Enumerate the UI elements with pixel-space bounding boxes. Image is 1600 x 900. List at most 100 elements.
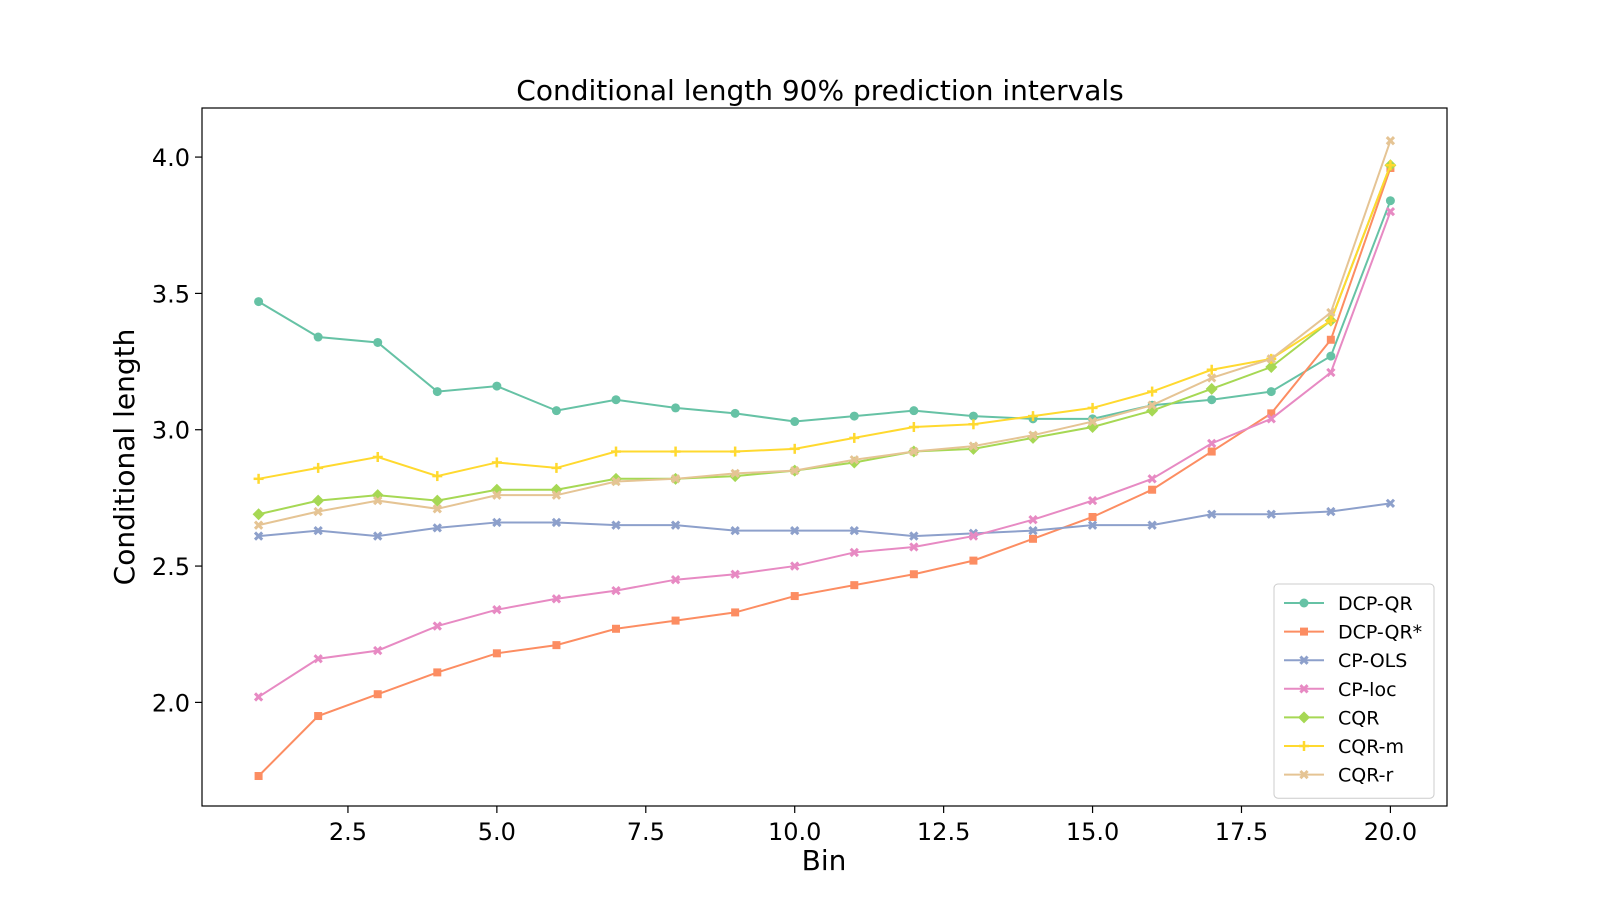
data-point-cp-loc	[909, 542, 919, 552]
data-point-cp-ols	[313, 525, 323, 536]
legend-item-cqr-m: CQR-m	[1284, 736, 1404, 758]
data-point-cqr-r	[551, 490, 562, 500]
data-point-cp-ols	[1147, 520, 1157, 530]
data-point-cqr-r	[1147, 400, 1157, 410]
y-tick-label: 3.0	[152, 417, 190, 445]
data-point-cp-ols	[670, 520, 681, 530]
data-point-cp-ols	[1028, 525, 1038, 536]
data-point-dcp-qr-star	[1207, 447, 1216, 456]
data-point-cp-ols	[1207, 509, 1217, 519]
legend-label: CQR-r	[1338, 765, 1394, 787]
data-point-dcp-qr	[909, 406, 919, 416]
data-point-cqr-m	[1087, 402, 1098, 413]
data-point-dcp-qr-star	[969, 556, 978, 565]
x-tick-label: 2.5	[329, 818, 367, 846]
data-point-dcp-qr	[1326, 351, 1336, 361]
data-point-dcp-qr-star	[254, 772, 263, 781]
data-point-cqr-r	[432, 504, 442, 514]
series-cp-ols	[253, 498, 1396, 541]
data-point-cp-loc	[432, 621, 442, 631]
y-axis-title: Conditional length	[108, 329, 141, 586]
data-point-cqr-m	[789, 443, 800, 454]
data-point-dcp-qr-star	[492, 649, 501, 658]
data-point-cqr-r	[1028, 430, 1038, 440]
data-point-cp-loc	[1028, 515, 1038, 525]
data-point-dcp-qr-star	[790, 592, 799, 601]
data-point-cp-loc	[849, 547, 859, 558]
data-point-dcp-qr	[551, 406, 561, 416]
legend-label: CP-OLS	[1338, 650, 1407, 672]
data-point-dcp-qr	[492, 381, 502, 391]
data-point-cp-loc	[790, 561, 800, 571]
data-point-cp-loc	[313, 654, 323, 664]
data-point-cqr-r	[492, 490, 502, 500]
data-point-cqr	[1265, 361, 1278, 374]
legend-label: CP-loc	[1338, 679, 1397, 701]
legend-label: DCP-QR*	[1338, 622, 1422, 644]
data-point-dcp-qr-star	[552, 641, 561, 650]
data-point-cqr-m	[372, 452, 383, 462]
data-point-cqr-m	[551, 462, 562, 473]
data-point-cqr-r	[373, 495, 383, 506]
data-point-cp-ols	[253, 531, 264, 541]
x-tick-label: 5.0	[478, 818, 516, 846]
data-point-dcp-qr-star	[1148, 485, 1157, 494]
data-point-dcp-qr	[790, 417, 800, 427]
data-point-cp-loc	[492, 605, 502, 615]
y-tick-label: 2.5	[152, 553, 190, 581]
data-point-cqr-m	[1147, 386, 1158, 397]
data-point-cqr-m	[611, 446, 622, 457]
data-point-cqr-r	[1266, 354, 1276, 364]
data-point-cqr	[252, 508, 265, 521]
x-tick-label: 10.0	[768, 818, 821, 846]
legend: DCP-QR DCP-QR* CP-OLS CP-loc CQR CQR-m CQR-r	[1273, 583, 1435, 799]
y-axis: 2.0 2.5 3.0 3.5 4.0	[152, 144, 202, 717]
data-point-dcp-qr-star	[850, 581, 859, 590]
data-point-cqr-r	[253, 520, 264, 530]
data-point-cqr-r	[670, 474, 681, 484]
data-point-cqr-m	[432, 471, 443, 482]
data-point-cqr-m	[1325, 315, 1336, 326]
y-tick-label: 3.5	[152, 280, 190, 308]
data-point-dcp-qr	[373, 337, 383, 347]
data-point-cqr	[312, 494, 325, 507]
data-point-cqr-m	[491, 457, 502, 468]
data-point-dcp-qr-star	[1267, 409, 1276, 418]
data-point-cqr	[431, 494, 444, 507]
series-line-dcp-qr-star	[257, 167, 1392, 777]
y-tick-label: 4.0	[152, 144, 190, 172]
data-point-dcp-qr-star	[1088, 512, 1097, 521]
data-point-cqr-m	[1206, 364, 1217, 375]
data-point-cp-loc	[253, 692, 264, 702]
data-point-cp-ols	[1266, 509, 1276, 519]
data-point-cqr-r	[968, 441, 979, 451]
data-point-cp-ols	[849, 525, 859, 536]
x-tick-label: 17.5	[1215, 818, 1268, 846]
data-point-cp-ols	[790, 525, 800, 536]
data-point-cp-ols	[492, 517, 502, 528]
data-point-cqr-r	[1207, 373, 1217, 383]
x-tick-label: 15.0	[1066, 818, 1119, 846]
plot-area-frame	[201, 107, 1448, 807]
legend-item-dcp-qr-star: DCP-QR*	[1284, 622, 1422, 644]
data-point-cp-loc	[551, 594, 562, 604]
x-axis-title: Bin	[802, 844, 847, 877]
data-point-dcp-qr	[671, 403, 681, 413]
data-point-dcp-qr-star	[373, 690, 382, 699]
data-point-cqr-r	[909, 446, 919, 457]
legend-swatch-marker	[1299, 769, 1309, 780]
data-point-cp-loc	[1266, 414, 1276, 424]
legend-swatch-marker	[1299, 741, 1309, 751]
data-point-cp-loc	[670, 575, 681, 585]
legend-swatch-marker	[1299, 598, 1309, 608]
data-point-dcp-qr	[611, 395, 621, 405]
data-point-cqr-m	[1027, 411, 1038, 422]
data-point-cqr-m	[1385, 160, 1396, 171]
data-point-cqr-m	[670, 446, 681, 457]
data-point-cp-loc	[1087, 495, 1098, 506]
data-point-dcp-qr-star	[731, 608, 740, 617]
data-point-dcp-qr	[432, 387, 442, 397]
data-point-dcp-qr	[968, 411, 978, 421]
